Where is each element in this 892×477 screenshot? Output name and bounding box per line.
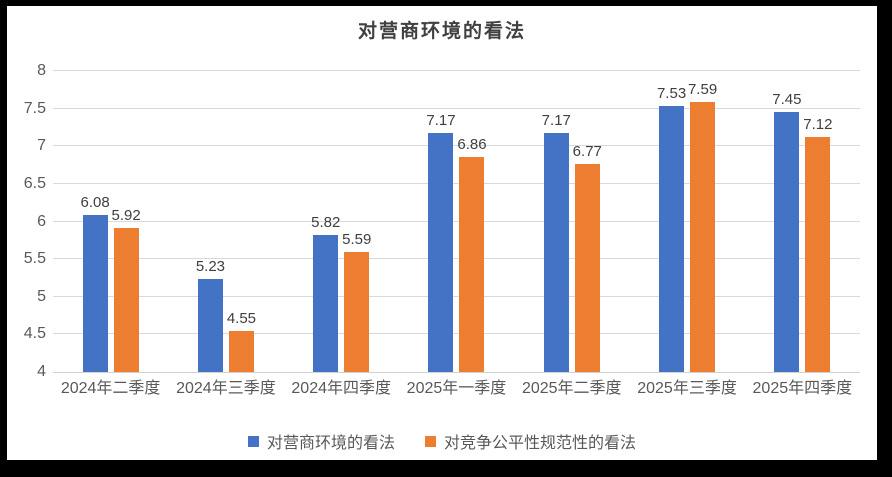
bar-series1-2024年二季度 xyxy=(82,215,108,372)
legend: 对营商环境的看法 对竞争公平性规范性的看法 xyxy=(7,429,877,453)
y-axis-tick-label: 4 xyxy=(37,363,46,380)
bar-wrap: 5.23 xyxy=(196,258,225,372)
bar-wrap: 6.77 xyxy=(573,143,602,372)
bar-value-label: 6.08 xyxy=(80,194,110,212)
chart-title: 对营商环境的看法 xyxy=(357,21,526,42)
bar-series2-2024年三季度 xyxy=(228,330,254,372)
x-axis-category-label: 2025年二季度 xyxy=(521,380,622,397)
bar-group-5: 7.17 6.77 xyxy=(514,71,629,372)
bar-series1-2024年三季度 xyxy=(197,279,223,372)
bar-series2-2025年三季度 xyxy=(690,101,716,372)
y-axis-tick-label: 6 xyxy=(37,212,46,230)
bar-value-label: 7.45 xyxy=(772,91,802,109)
bar-value-label: 7.59 xyxy=(687,80,718,98)
x-axis-category-label: 2025年一季度 xyxy=(406,380,507,397)
bar-wrap: 7.59 xyxy=(688,81,717,372)
bar-series1-2025年三季度 xyxy=(659,106,685,372)
legend-swatch-icon xyxy=(247,435,259,447)
gridline-6.5 xyxy=(53,182,860,184)
bar-value-label: 5.82 xyxy=(311,214,341,232)
bar-value-label: 7.17 xyxy=(541,112,571,130)
y-axis-tick-label: 7.5 xyxy=(23,99,46,117)
bar-series2-2024年二季度 xyxy=(113,227,139,372)
bar-series1-2024年四季度 xyxy=(313,235,339,372)
bar-wrap: 6.08 xyxy=(81,194,110,372)
y-axis-tick-label: 8 xyxy=(37,62,46,79)
chart-canvas: 对营商环境的看法 4 4.5 5 5.5 6 6.5 7 7.5 8 6.08 5.92 5.23 4… xyxy=(7,6,877,460)
bar-wrap: 5.59 xyxy=(342,231,371,372)
gridline-7.5 xyxy=(53,107,860,109)
x-axis-category-label: 2024年三季度 xyxy=(176,380,276,397)
legend-item-series1: 对营商环境的看法 xyxy=(247,429,395,453)
bar-group-1: 6.08 5.92 xyxy=(53,71,168,372)
bar-value-label: 5.23 xyxy=(195,258,226,276)
bar-wrap: 5.82 xyxy=(311,214,340,372)
bar-value-label: 5.59 xyxy=(342,231,372,249)
legend-label: 对竞争公平性规范性的看法 xyxy=(444,435,637,452)
bar-value-label: 7.17 xyxy=(426,112,456,130)
bar-value-label: 6.86 xyxy=(457,135,487,153)
gridline-5.5 xyxy=(53,258,860,260)
bar-series2-2025年四季度 xyxy=(805,137,831,372)
bar-value-label: 4.55 xyxy=(226,309,257,327)
bar-wrap: 5.92 xyxy=(112,207,141,372)
bar-wrap: 4.55 xyxy=(227,310,256,372)
bar-wrap: 7.17 xyxy=(542,112,571,372)
gridline-5 xyxy=(53,295,860,297)
legend-item-series2: 对竞争公平性规范性的看法 xyxy=(425,429,636,453)
bar-series2-2025年一季度 xyxy=(459,156,485,372)
bar-series2-2024年四季度 xyxy=(344,252,370,372)
bar-series1-2025年一季度 xyxy=(428,133,454,372)
legend-swatch-icon xyxy=(425,435,436,447)
gridline-7 xyxy=(53,145,860,147)
bar-series1-2025年四季度 xyxy=(774,112,800,372)
plot-area: 6.08 5.92 5.23 4.55 5.82 5.59 7.17 6.86 7.17 6.77… xyxy=(53,70,860,373)
gridline-4.5 xyxy=(53,333,860,335)
bar-wrap: 7.12 xyxy=(803,116,832,372)
bar-value-label: 7.53 xyxy=(656,85,687,103)
bar-group-3: 5.82 5.59 xyxy=(284,71,399,372)
y-axis: 4 4.5 5 5.5 6 6.5 7 7.5 8 xyxy=(7,62,46,380)
y-axis-tick-label: 4.5 xyxy=(23,325,46,343)
bar-wrap: 7.17 xyxy=(426,112,456,372)
bar-group-2: 5.23 4.55 xyxy=(168,71,283,372)
y-axis-tick-label: 7 xyxy=(37,137,46,155)
gridline-8 xyxy=(53,70,860,71)
bar-group-7: 7.45 7.12 xyxy=(745,71,860,372)
x-axis-category-label: 2025年四季度 xyxy=(752,380,853,397)
bar-group-6: 7.53 7.59 xyxy=(629,71,744,372)
bar-wrap: 7.45 xyxy=(772,91,801,372)
gridline-6 xyxy=(53,220,860,222)
bar-value-label: 7.12 xyxy=(803,116,833,134)
legend-label: 对营商环境的看法 xyxy=(266,435,395,452)
y-axis-tick-label: 5.5 xyxy=(23,250,46,268)
y-axis-tick-label: 5 xyxy=(37,287,46,305)
x-axis-category-label: 2025年三季度 xyxy=(637,380,737,397)
bar-series2-2025年二季度 xyxy=(574,163,600,372)
bar-group-4: 7.17 6.86 xyxy=(399,71,514,372)
bar-series1-2025年二季度 xyxy=(543,133,569,372)
bar-value-label: 6.77 xyxy=(572,142,602,160)
x-axis-category-label: 2024年四季度 xyxy=(291,380,391,397)
y-axis-tick-label: 6.5 xyxy=(23,174,46,192)
x-axis-category-label: 2024年二季度 xyxy=(60,380,161,397)
x-axis: 2024年二季度 2024年三季度 2024年四季度 2025年一季度 2025年二季度… xyxy=(53,379,860,399)
bar-wrap: 6.86 xyxy=(457,136,487,372)
bar-value-label: 5.92 xyxy=(111,206,141,224)
bar-wrap: 7.53 xyxy=(657,85,686,372)
